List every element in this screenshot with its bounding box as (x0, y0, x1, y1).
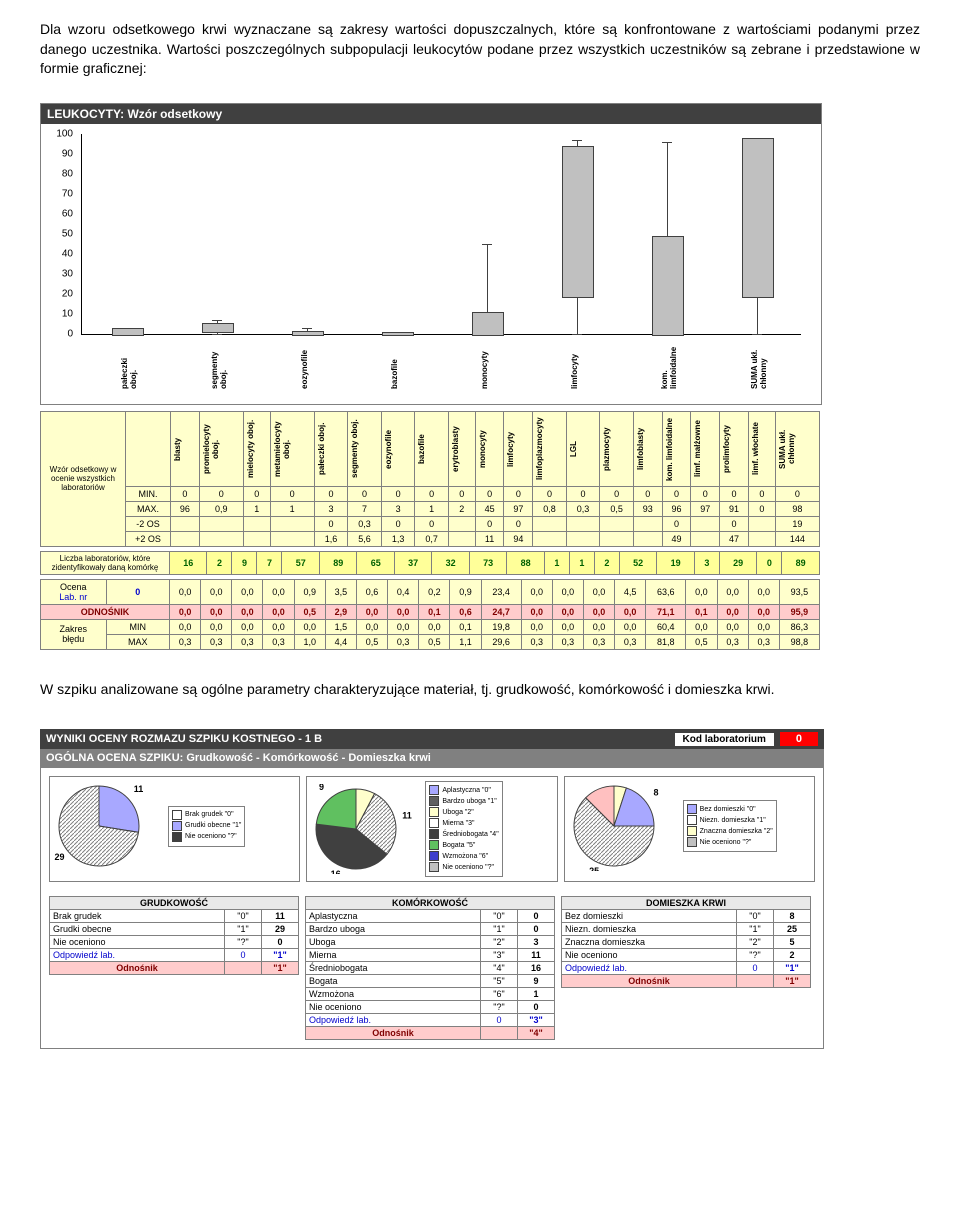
x-label: kom. limfoidalne (660, 339, 672, 389)
y-tick: 80 (62, 168, 73, 179)
y-tick: 10 (62, 308, 73, 319)
paragraph-1: Dla wzoru odsetkowego krwi wyznaczane są… (40, 20, 920, 79)
y-tick: 40 (62, 248, 73, 259)
ocena-table: OcenaLab. nr00,00,00,00,00,93,50,60,40,2… (40, 579, 820, 650)
x-label: limfocyty (570, 339, 582, 389)
stats-table-full: Wzór odsetkowy w ocenie wszystkich labor… (40, 411, 820, 547)
svg-text:11: 11 (403, 811, 413, 821)
box (652, 236, 684, 336)
pie-card: 28255Bez domieszki "0"Niezn. domieszka "… (564, 776, 815, 882)
svg-text:8: 8 (653, 788, 658, 798)
kod-value: 0 (780, 732, 818, 746)
svg-text:16: 16 (331, 869, 341, 874)
szpik-subtitle: OGÓLNA OCENA SZPIKU: Grudkowość - Komórk… (40, 749, 824, 767)
svg-text:25: 25 (589, 866, 599, 871)
szpik-header: WYNIKI OCENY ROZMAZU SZPIKU KOSTNEGO - 1… (40, 729, 824, 749)
x-label: monocyty (480, 339, 492, 389)
small-table: GRUDKOWOŚĆBrak grudek"0"11Grudki obecne"… (49, 896, 299, 975)
svg-text:29: 29 (54, 852, 64, 862)
y-tick: 60 (62, 208, 73, 219)
svg-text:11: 11 (134, 785, 144, 795)
pie-card: 1129Brak grudek "0"Grudki obecne "1"Nie … (49, 776, 300, 882)
box (472, 312, 504, 336)
paragraph-2: W szpiku analizowane są ogólne parametry… (40, 680, 920, 700)
box (382, 332, 414, 335)
chart-title: LEUKOCYTY: Wzór odsetkowy (41, 104, 821, 124)
pie-card: 311169Aplastyczna "0"Bardzo uboga "1"Ubo… (306, 776, 557, 882)
small-table: DOMIESZKA KRWIBez domieszki"0"8Niezn. do… (561, 896, 811, 988)
lab-count-table: Liczba laboratoriów, które zidentyfikowa… (40, 551, 820, 575)
kod-label: Kod laboratorium (675, 733, 774, 746)
x-label: segmenty oboj. (210, 339, 222, 389)
x-label: bazofile (390, 339, 402, 389)
y-tick: 70 (62, 188, 73, 199)
x-label: eozynofile (300, 339, 312, 389)
svg-text:9: 9 (319, 784, 324, 792)
box (202, 323, 234, 333)
box (292, 331, 324, 336)
szpik-title: WYNIKI OCENY ROZMAZU SZPIKU KOSTNEGO - 1… (46, 733, 322, 745)
box (742, 138, 774, 298)
y-tick: 90 (62, 148, 73, 159)
y-tick: 20 (62, 288, 73, 299)
x-label: pałeczki oboj. (120, 339, 132, 389)
y-tick: 100 (56, 128, 73, 139)
small-table: KOMÓRKOWOŚĆAplastyczna"0"0Bardzo uboga"1… (305, 896, 555, 1040)
x-label: SUMA ukł. chłonny (750, 339, 762, 389)
leukocyty-chart: LEUKOCYTY: Wzór odsetkowy 0 10 20 30 40 50 60 7… (40, 103, 822, 405)
box (562, 146, 594, 298)
szpik-section: WYNIKI OCENY ROZMAZU SZPIKU KOSTNEGO - 1… (40, 729, 824, 1049)
y-tick: 30 (62, 268, 73, 279)
box (112, 328, 144, 336)
y-tick: 50 (62, 228, 73, 239)
y-tick: 0 (67, 328, 73, 339)
